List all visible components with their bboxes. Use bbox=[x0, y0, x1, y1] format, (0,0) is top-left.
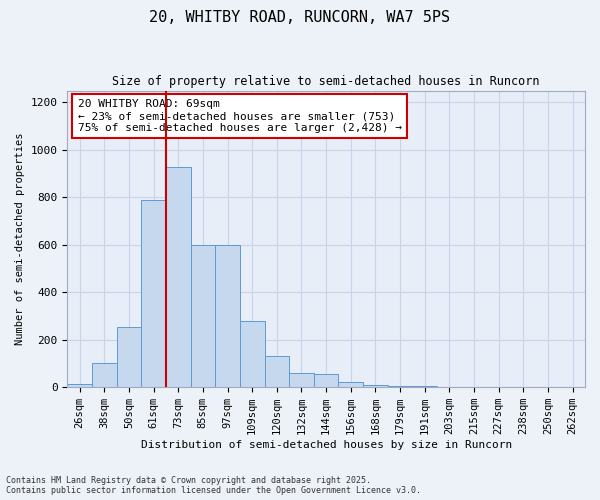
Bar bbox=[240, 321, 265, 387]
Bar bbox=[363, 385, 388, 387]
Bar bbox=[92, 364, 116, 387]
Bar bbox=[191, 245, 215, 387]
Bar bbox=[437, 386, 462, 387]
Bar bbox=[338, 382, 363, 387]
X-axis label: Distribution of semi-detached houses by size in Runcorn: Distribution of semi-detached houses by … bbox=[140, 440, 512, 450]
Text: Contains HM Land Registry data © Crown copyright and database right 2025.
Contai: Contains HM Land Registry data © Crown c… bbox=[6, 476, 421, 495]
Bar bbox=[116, 326, 141, 387]
Y-axis label: Number of semi-detached properties: Number of semi-detached properties bbox=[15, 132, 25, 345]
Bar bbox=[265, 356, 289, 387]
Bar bbox=[215, 245, 240, 387]
Bar bbox=[314, 374, 338, 387]
Title: Size of property relative to semi-detached houses in Runcorn: Size of property relative to semi-detach… bbox=[112, 75, 540, 88]
Text: 20, WHITBY ROAD, RUNCORN, WA7 5PS: 20, WHITBY ROAD, RUNCORN, WA7 5PS bbox=[149, 10, 451, 25]
Text: 20 WHITBY ROAD: 69sqm
← 23% of semi-detached houses are smaller (753)
75% of sem: 20 WHITBY ROAD: 69sqm ← 23% of semi-deta… bbox=[77, 100, 401, 132]
Bar bbox=[289, 373, 314, 387]
Bar bbox=[388, 386, 412, 387]
Bar bbox=[141, 200, 166, 387]
Bar bbox=[67, 384, 92, 387]
Bar bbox=[412, 386, 437, 387]
Bar bbox=[166, 166, 191, 387]
